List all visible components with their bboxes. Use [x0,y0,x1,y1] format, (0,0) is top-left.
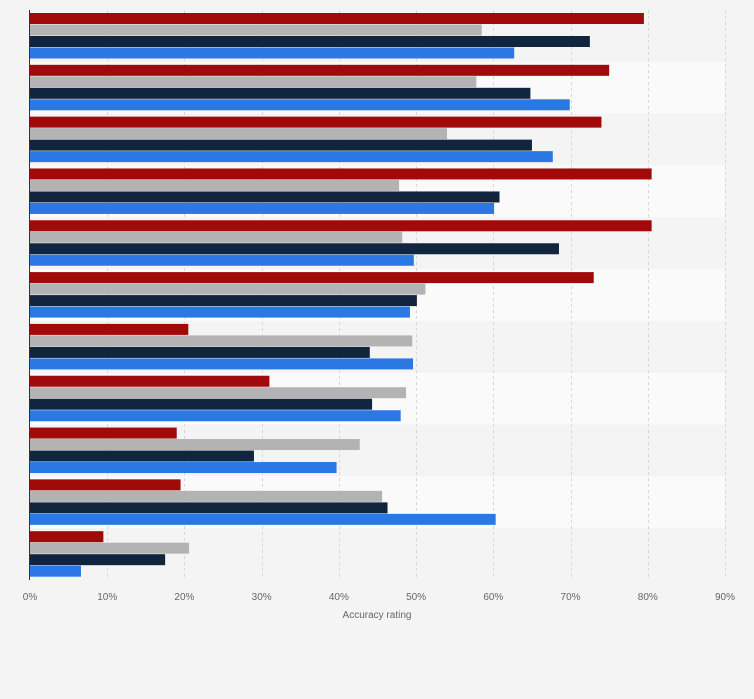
bar [30,24,482,36]
bar [30,387,407,399]
bars [30,13,652,577]
bar [30,502,388,514]
bar [30,231,403,243]
x-tick-label: 10% [97,592,117,603]
bar [30,479,181,491]
bar [30,202,495,214]
bar [30,398,373,410]
bar [30,87,531,99]
bar [30,439,360,451]
x-tick-label: 70% [561,592,581,603]
bar [30,542,190,554]
bar [30,346,370,358]
bar [30,554,166,566]
bar [30,168,652,180]
x-tick-label: 20% [174,592,194,603]
bar [30,323,189,335]
bar [30,272,594,284]
bar [30,151,553,163]
bar [30,254,414,266]
bar [30,427,177,439]
bar [30,116,602,128]
bar [30,335,413,347]
bar [30,13,644,24]
bar [30,375,270,387]
bar [30,306,410,318]
x-tick-labels: 0% 10% 20% 30% 40% 50% 60% 70% 80% 90% [23,592,735,603]
x-tick-label: 50% [406,592,426,603]
x-tick-label: 0% [23,592,38,603]
x-axis-title: Accuracy rating [343,610,412,621]
bar [30,462,337,474]
category-band [30,528,725,580]
x-tick-label: 30% [252,592,272,603]
bar [30,531,104,543]
bar [30,283,426,295]
x-tick-label: 90% [715,592,735,603]
bar [30,36,590,47]
bar [30,410,401,422]
bar [30,450,254,462]
bar [30,128,447,140]
bar [30,179,400,191]
x-tick-label: 80% [638,592,658,603]
bar [30,295,417,307]
bar [30,220,652,232]
bar [30,99,570,111]
bar [30,490,383,502]
bar [30,76,477,88]
bar [30,358,414,370]
bar [30,565,81,577]
bar [30,64,610,76]
x-tick-label: 60% [483,592,503,603]
bar [30,47,515,59]
bar [30,191,500,203]
bar [30,243,559,255]
bar [30,139,532,151]
bar [30,513,496,525]
x-tick-label: 40% [329,592,349,603]
